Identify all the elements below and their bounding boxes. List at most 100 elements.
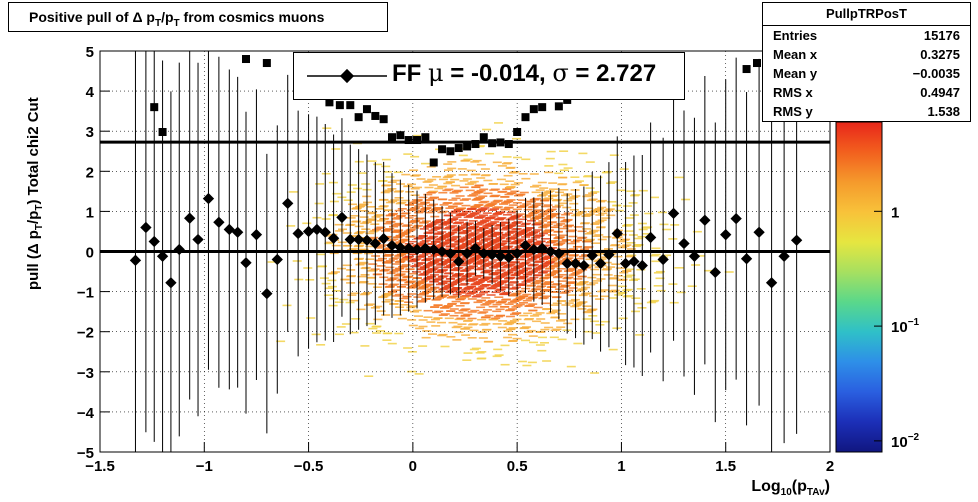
density-cell [492,355,502,358]
density-cell [509,223,519,226]
density-cell [438,314,448,316]
y-tick-label: 5 [86,44,94,61]
density-cell [368,263,378,265]
density-cell [500,306,509,308]
density-cell [563,199,573,202]
density-cell [539,225,549,228]
density-cell [656,289,666,292]
density-cell [524,331,534,333]
density-cell [533,242,543,244]
density-cell [582,318,592,320]
density-cell [525,253,535,255]
density-cell [515,258,525,261]
density-cell [329,200,339,203]
density-cell [549,188,558,190]
density-cell [516,322,526,325]
density-cell [357,172,367,174]
density-cell [474,204,484,206]
density-cell [506,238,516,240]
density-cell [522,299,532,302]
density-cell [340,278,350,281]
density-cell [563,212,573,214]
density-cell [433,253,443,255]
density-cell [539,296,549,299]
density-cell [367,283,377,285]
density-cell [487,299,497,302]
density-cell [475,223,485,225]
density-cell [503,226,513,229]
stats-row-rms-x: RMS x 0.4947 [773,85,960,100]
density-cell [594,234,604,236]
density-cell [347,275,356,277]
density-cell [476,177,486,179]
density-cell [538,336,547,339]
density-cell [432,311,442,314]
density-cell [692,230,702,233]
density-cell [397,253,407,256]
density-cell [410,155,420,158]
density-cell [392,295,402,297]
density-cell [573,239,583,241]
density-cell [525,246,535,249]
density-cell [633,302,643,305]
density-cell [473,224,483,226]
density-cell [507,230,517,233]
density-cell [536,318,546,320]
density-cell [490,208,499,210]
density-cell [557,248,567,250]
density-cell [544,229,554,232]
density-cell [592,235,601,237]
density-cell [595,324,605,326]
density-cell [482,309,492,311]
density-cell [651,253,661,256]
density-cell [597,290,607,293]
density-cell [584,310,594,313]
density-cell [545,157,555,160]
density-cell [557,261,567,263]
density-cell [618,285,627,288]
density-cell [467,233,477,236]
density-cell [530,211,540,214]
density-cell [398,239,408,242]
density-cell [360,345,370,347]
density-cell [405,191,415,193]
density-cell [511,248,521,250]
density-cell [351,318,361,320]
density-cell [556,223,566,225]
mean-point [553,247,565,260]
density-cell [450,178,460,181]
density-cell [469,194,479,196]
density-cell [448,321,458,324]
density-cell [543,204,553,206]
density-cell [453,209,463,211]
density-cell [385,299,395,301]
density-cell [552,206,561,208]
density-cell [444,317,454,320]
density-cell [426,295,436,297]
density-cell [655,270,665,273]
density-cell [532,184,542,187]
density-cell [548,247,558,249]
density-cell [483,276,493,278]
y-tick-label: −1 [77,285,94,302]
density-cell [530,186,539,188]
density-cell [527,206,537,209]
density-cell [607,284,617,287]
density-cell [418,319,428,321]
density-cell [490,266,500,268]
density-cell [510,300,520,303]
rms-point [529,105,538,114]
density-cell [586,199,596,202]
density-cell [496,178,506,181]
mean-point [740,253,753,265]
density-cell [566,282,576,284]
density-cell [522,364,532,367]
density-cell [625,268,635,271]
density-cell [634,244,643,246]
density-cell [526,278,536,280]
stats-title: PullpTRPosT [763,3,970,26]
density-cell [455,195,465,197]
density-cell [602,236,612,238]
density-cell [601,171,611,174]
density-cell [501,202,510,204]
